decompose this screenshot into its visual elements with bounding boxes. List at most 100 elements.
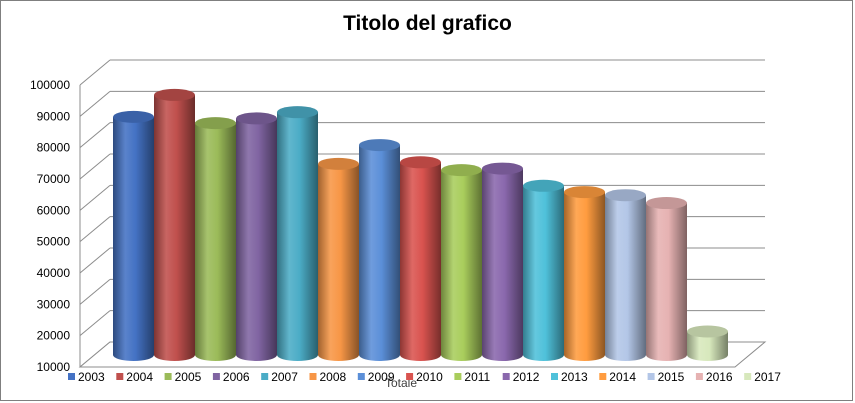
- y-tick-label: 30000: [37, 297, 71, 311]
- legend-swatch: [695, 373, 703, 380]
- legend-swatch: [357, 373, 365, 380]
- bar-cap: [195, 117, 236, 130]
- bar-body: [646, 203, 687, 361]
- bar-2006: [236, 112, 277, 361]
- bar-2003: [113, 110, 154, 361]
- legend-swatch: [502, 373, 510, 380]
- legend-swatch: [68, 373, 75, 380]
- legend-item-2015: 2015: [647, 370, 685, 384]
- legend-swatch: [406, 373, 414, 380]
- bar-cap: [154, 88, 195, 101]
- bar-2013: [523, 179, 564, 361]
- legend-label: 2012: [513, 370, 540, 384]
- bar-2017: [687, 325, 728, 361]
- bar-2012: [481, 162, 523, 361]
- bar-body: [605, 195, 646, 361]
- bar-cap: [400, 156, 441, 169]
- bar-body: [400, 162, 441, 361]
- bar-body: [236, 118, 277, 361]
- y-tick-label: 70000: [37, 172, 71, 186]
- bar-cap: [318, 157, 359, 170]
- legend-label: 2006: [223, 370, 250, 384]
- legend-swatch: [164, 373, 172, 380]
- bar-cap: [236, 112, 277, 125]
- legend-label: 2015: [658, 370, 685, 384]
- legend-item-2003: 2003: [68, 370, 105, 384]
- gridline-side: [79, 153, 111, 180]
- bar-2004: [154, 88, 195, 361]
- bar-body: [481, 168, 523, 361]
- y-tick-label: 10000: [37, 360, 71, 374]
- legend-item-2007: 2007: [261, 370, 298, 384]
- y-tick-label: 20000: [37, 329, 71, 343]
- legend-swatch: [454, 373, 462, 380]
- legend-swatch: [116, 373, 124, 380]
- bar-2011: [441, 164, 482, 361]
- bar-body: [195, 123, 236, 361]
- legend-label: 2003: [78, 370, 105, 384]
- bar-body: [113, 116, 154, 361]
- bar-body: [154, 94, 195, 361]
- gridline-side: [79, 247, 111, 274]
- bar-cap: [482, 162, 523, 175]
- gridline-side: [79, 59, 111, 86]
- bar-body: [564, 192, 605, 361]
- y-tick-label: 60000: [37, 203, 71, 217]
- bar-body: [318, 163, 359, 361]
- legend-item-2006: 2006: [212, 370, 250, 384]
- legend-label: 2016: [706, 370, 733, 384]
- legend-label: 2010: [416, 370, 443, 384]
- bar-cap: [441, 164, 482, 177]
- gridline-side: [79, 122, 111, 149]
- legend-item-2017: 2017: [744, 370, 781, 384]
- y-tick-label: 100000: [30, 78, 70, 92]
- bar-cap: [359, 139, 400, 152]
- bar-cap: [523, 179, 564, 192]
- legend-item-2010: 2010: [406, 370, 443, 384]
- legend-swatch: [309, 373, 317, 380]
- gridline-side: [79, 216, 111, 243]
- legend-swatch: [599, 373, 607, 380]
- legend-label: 2013: [561, 370, 588, 384]
- bar-2016: [646, 197, 687, 361]
- gridline-side: [79, 90, 111, 117]
- bar-2009: [359, 139, 400, 361]
- legend-item-2008: 2008: [309, 370, 347, 384]
- legend-swatch: [551, 373, 558, 380]
- bar-cap: [687, 325, 728, 338]
- legend-item-2014: 2014: [599, 370, 636, 384]
- bar-body: [441, 170, 482, 361]
- legend-label: 2004: [126, 370, 153, 384]
- bar-body: [277, 112, 318, 362]
- legend-swatch: [261, 373, 269, 380]
- gridline-side: [79, 310, 111, 337]
- bar-2014: [564, 186, 605, 361]
- y-tick-label: 80000: [37, 141, 71, 155]
- legend-label: 2007: [271, 370, 298, 384]
- bar-2015: [605, 189, 646, 361]
- legend-label: 2008: [320, 370, 347, 384]
- legend-label: 2017: [754, 370, 781, 384]
- bar-cap: [605, 189, 646, 202]
- bar-2008: [318, 157, 359, 361]
- legend-item-2011: 2011: [454, 370, 491, 384]
- bar-cap: [646, 197, 687, 210]
- y-tick-label: 50000: [37, 235, 71, 249]
- bar-cap: [277, 106, 318, 119]
- bar-body: [687, 331, 728, 361]
- legend-item-2016: 2016: [695, 370, 733, 384]
- legend-swatch: [212, 373, 220, 380]
- legend-swatch: [744, 373, 752, 380]
- legend-item-2013: 2013: [551, 370, 588, 384]
- legend-item-2012: 2012: [502, 370, 540, 384]
- bar-cap: [113, 110, 154, 123]
- legend-label: 2014: [609, 370, 636, 384]
- legend-label: 2005: [175, 370, 202, 384]
- gridline-side: [79, 184, 111, 211]
- gridline-side: [79, 278, 111, 305]
- bar-body: [523, 185, 564, 361]
- chart-title: Titolo del grafico: [343, 12, 512, 35]
- legend-swatch: [647, 373, 655, 380]
- bar-2007: [277, 106, 318, 362]
